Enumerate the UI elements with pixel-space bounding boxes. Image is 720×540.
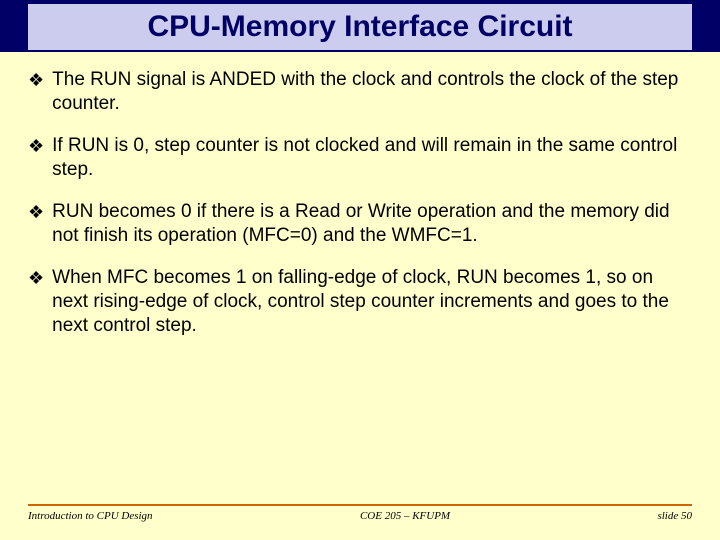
title-box: CPU-Memory Interface Circuit bbox=[28, 4, 692, 50]
bullet-item: ❖ If RUN is 0, step counter is not clock… bbox=[28, 134, 692, 182]
header-bar: CPU-Memory Interface Circuit bbox=[0, 0, 720, 52]
bullet-item: ❖ RUN becomes 0 if there is a Read or Wr… bbox=[28, 200, 692, 248]
bullet-text: The RUN signal is ANDED with the clock a… bbox=[52, 68, 692, 116]
diamond-bullet-icon: ❖ bbox=[28, 266, 44, 290]
bullet-item: ❖ When MFC becomes 1 on falling-edge of … bbox=[28, 266, 692, 338]
bullet-text: If RUN is 0, step counter is not clocked… bbox=[52, 134, 692, 182]
bullet-item: ❖ The RUN signal is ANDED with the clock… bbox=[28, 68, 692, 116]
bullet-text: When MFC becomes 1 on falling-edge of cl… bbox=[52, 266, 692, 338]
footer-divider bbox=[28, 504, 692, 506]
footer-center: COE 205 – KFUPM bbox=[360, 510, 450, 522]
footer-left: Introduction to CPU Design bbox=[28, 510, 153, 522]
diamond-bullet-icon: ❖ bbox=[28, 68, 44, 92]
slide-footer: Introduction to CPU Design COE 205 – KFU… bbox=[0, 504, 720, 522]
slide-content: ❖ The RUN signal is ANDED with the clock… bbox=[0, 52, 720, 338]
slide-title: CPU-Memory Interface Circuit bbox=[40, 10, 680, 44]
bullet-text: RUN becomes 0 if there is a Read or Writ… bbox=[52, 200, 692, 248]
footer-right: slide 50 bbox=[657, 510, 692, 522]
diamond-bullet-icon: ❖ bbox=[28, 134, 44, 158]
footer-row: Introduction to CPU Design COE 205 – KFU… bbox=[28, 510, 692, 522]
diamond-bullet-icon: ❖ bbox=[28, 200, 44, 224]
